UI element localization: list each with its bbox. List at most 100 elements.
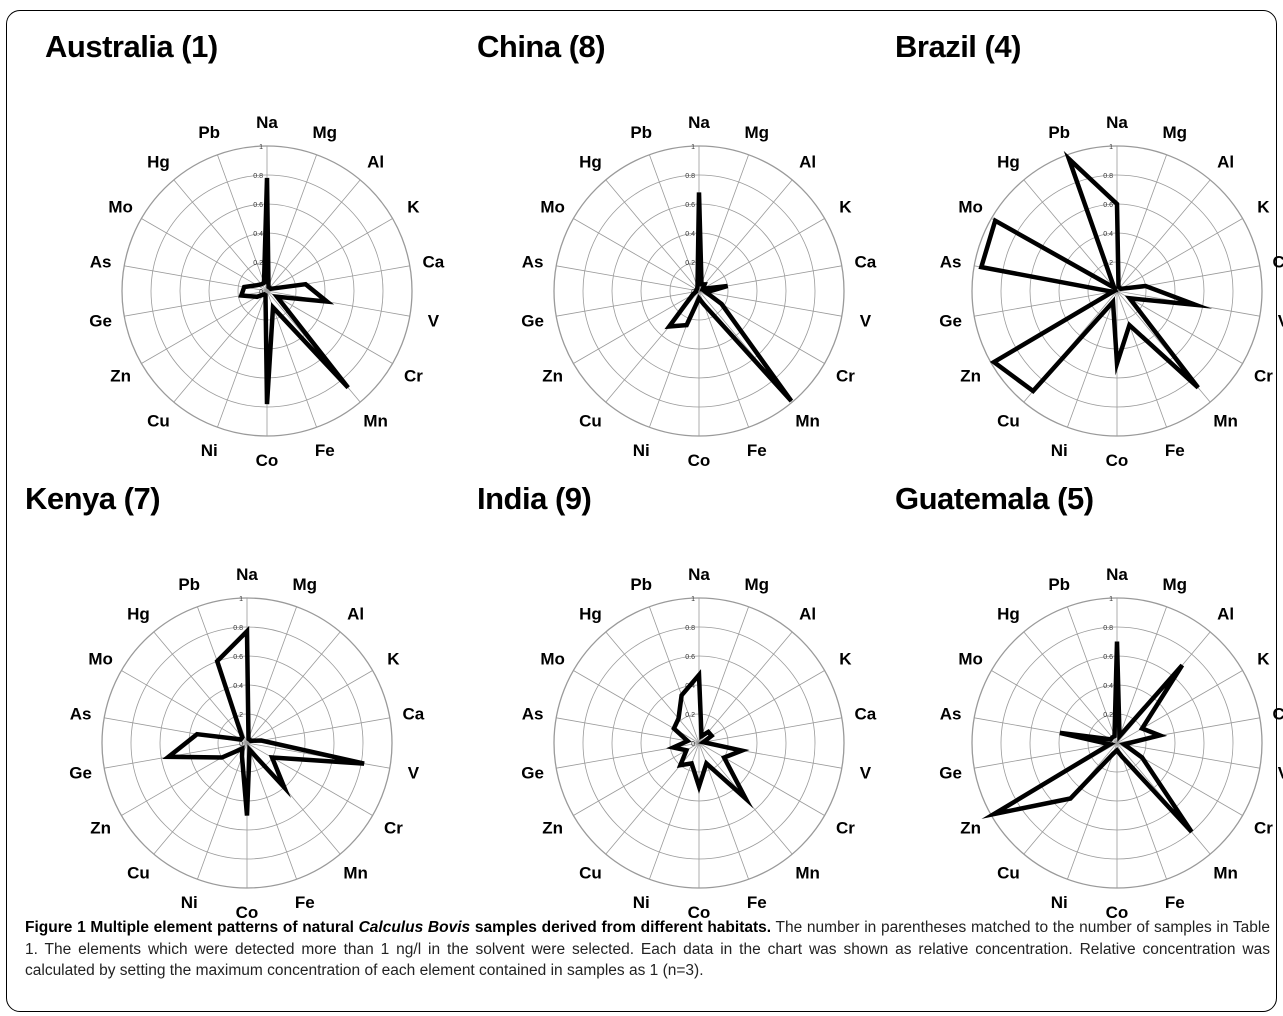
tick-label: 0.8 (685, 625, 695, 632)
tick-label: 0.6 (685, 202, 695, 209)
axis-label-mn: Mn (1213, 864, 1238, 883)
grid-spoke (991, 670, 1118, 744)
axis-label-mg: Mg (1163, 575, 1188, 594)
axis-label-ca: Ca (855, 253, 877, 272)
axis-label-cu: Cu (579, 412, 602, 431)
caption-body: The number in parentheses matched to the… (25, 919, 1270, 979)
grid-spoke (266, 290, 317, 428)
axis-label-cr: Cr (404, 367, 423, 386)
grid-spoke (153, 631, 248, 744)
axis-label-co: Co (688, 903, 711, 922)
grid-spoke (698, 606, 749, 744)
axis-label-ge: Ge (89, 311, 112, 330)
tick-label: 0.4 (253, 231, 263, 238)
tick-label: 0.8 (233, 625, 243, 632)
axis-label-al: Al (799, 605, 816, 624)
grid-spoke (173, 179, 268, 292)
axis-label-na: Na (688, 113, 710, 132)
grid-spoke (974, 290, 1118, 317)
tick-label: 0 (259, 289, 263, 296)
axis-label-co: Co (1106, 451, 1129, 470)
axis-label-as: As (522, 705, 544, 724)
axis-label-k: K (407, 198, 420, 217)
chart-title: Australia (1) (45, 29, 218, 64)
axis-label-ni: Ni (181, 893, 198, 912)
radar-panel-australia: Australia (1) 0 0.2 0.4 0.6 0.8 1 Na Mg Al K Ca V Cr… (27, 29, 455, 499)
grid-spoke (246, 670, 373, 744)
axis-label-mo: Mo (958, 198, 983, 217)
axis-label-as: As (940, 253, 962, 272)
caption-title-b: samples derived from different habitats. (474, 919, 772, 936)
radar-grid (553, 145, 845, 437)
axis-label-al: Al (367, 153, 384, 172)
axis-label-mo: Mo (88, 650, 113, 669)
axis-label-na: Na (1106, 113, 1128, 132)
grid-spoke (698, 717, 842, 744)
tick-label: 0.4 (1103, 231, 1113, 238)
axis-label-ni: Ni (1051, 441, 1068, 460)
data-polygon (666, 669, 754, 809)
axis-label-as: As (90, 253, 112, 272)
grid-spoke (649, 606, 700, 744)
axis-label-hg: Hg (997, 153, 1020, 172)
axis-label-mo: Mo (108, 198, 133, 217)
axis-label-k: K (387, 650, 400, 669)
axis-label-co: Co (256, 451, 279, 470)
grid-spoke (246, 742, 373, 816)
axis-label-mn: Mn (795, 864, 820, 883)
radar-panel-guatemala: Guatemala (5) 00.20.40.60.81NaMgAlKCaVCr… (877, 481, 1283, 951)
axis-label-cr: Cr (1254, 819, 1273, 838)
axis-label-cr: Cr (1254, 367, 1273, 386)
radar-panel-brazil: Brazil (4) 00.20.40.60.81NaMgAlKCaVCrMnF… (877, 29, 1283, 499)
figure-caption: Figure 1 Multiple element patterns of na… (25, 917, 1270, 982)
grid-spoke (649, 154, 700, 292)
radar-panel-india: India (9) 0 0.2 0.4 0.6 0.8 1 Na Mg Al K Ca V Cr Mn Fe… (459, 481, 887, 951)
tick-label: 0 (239, 741, 243, 748)
grid-spoke (153, 742, 248, 855)
grid-spoke (266, 218, 393, 292)
axis-label-mg: Mg (1163, 123, 1188, 142)
axis-label-zn: Zn (960, 367, 981, 386)
axis-label-hg: Hg (579, 605, 602, 624)
axis-label-fe: Fe (747, 441, 767, 460)
grid-spoke (217, 290, 268, 428)
axis-label-cr: Cr (836, 367, 855, 386)
axis-label-as: As (522, 253, 544, 272)
radar-grid (121, 145, 413, 437)
grid-spoke (246, 606, 297, 744)
axis-label-ni: Ni (201, 441, 218, 460)
grid-spoke (1116, 290, 1243, 364)
axis-label-mo: Mo (540, 198, 565, 217)
grid-spoke (266, 290, 393, 364)
tick-label: 0.4 (1103, 683, 1113, 690)
radar-panel-kenya: Kenya (7) 0 0.2 0.4 0.6 0.8 1 Na Mg Al K Ca V Cr Mn Fe… (7, 481, 435, 951)
axis-label-as: As (940, 705, 962, 724)
axis-label-al: Al (1217, 605, 1234, 624)
tick-label: 1 (259, 144, 263, 151)
grid-spoke (698, 179, 793, 292)
axis-label-cr: Cr (384, 819, 403, 838)
tick-label: 1 (239, 596, 243, 603)
axis-label-pb: Pb (630, 575, 652, 594)
grid-spoke (1067, 606, 1118, 744)
axis-label-fe: Fe (747, 893, 767, 912)
radar-chart: 0 0.2 0.4 0.6 0.8 1 Na Mg Al K Ca V Cr Mn Fe Co Ni Cu Zn Ge… (69, 565, 425, 922)
tick-label: 0.2 (233, 712, 243, 719)
grid-spoke (1116, 742, 1260, 769)
axis-label-v: V (408, 763, 420, 782)
axis-label-mo: Mo (540, 650, 565, 669)
axis-label-ni: Ni (633, 441, 650, 460)
axis-label-ca: Ca (1273, 705, 1283, 724)
axis-label-co: Co (688, 451, 711, 470)
grid-spoke (266, 290, 410, 317)
axis-label-co: Co (236, 903, 259, 922)
chart-title: Kenya (7) (25, 481, 161, 516)
axis-label-k: K (1257, 198, 1270, 217)
axis-label-al: Al (799, 153, 816, 172)
axis-label-na: Na (1106, 565, 1128, 584)
grid-spoke (246, 742, 297, 880)
axis-label-mg: Mg (745, 575, 770, 594)
grid-spoke (698, 218, 825, 292)
axis-label-ni: Ni (633, 893, 650, 912)
tick-label: 0.2 (685, 260, 695, 267)
